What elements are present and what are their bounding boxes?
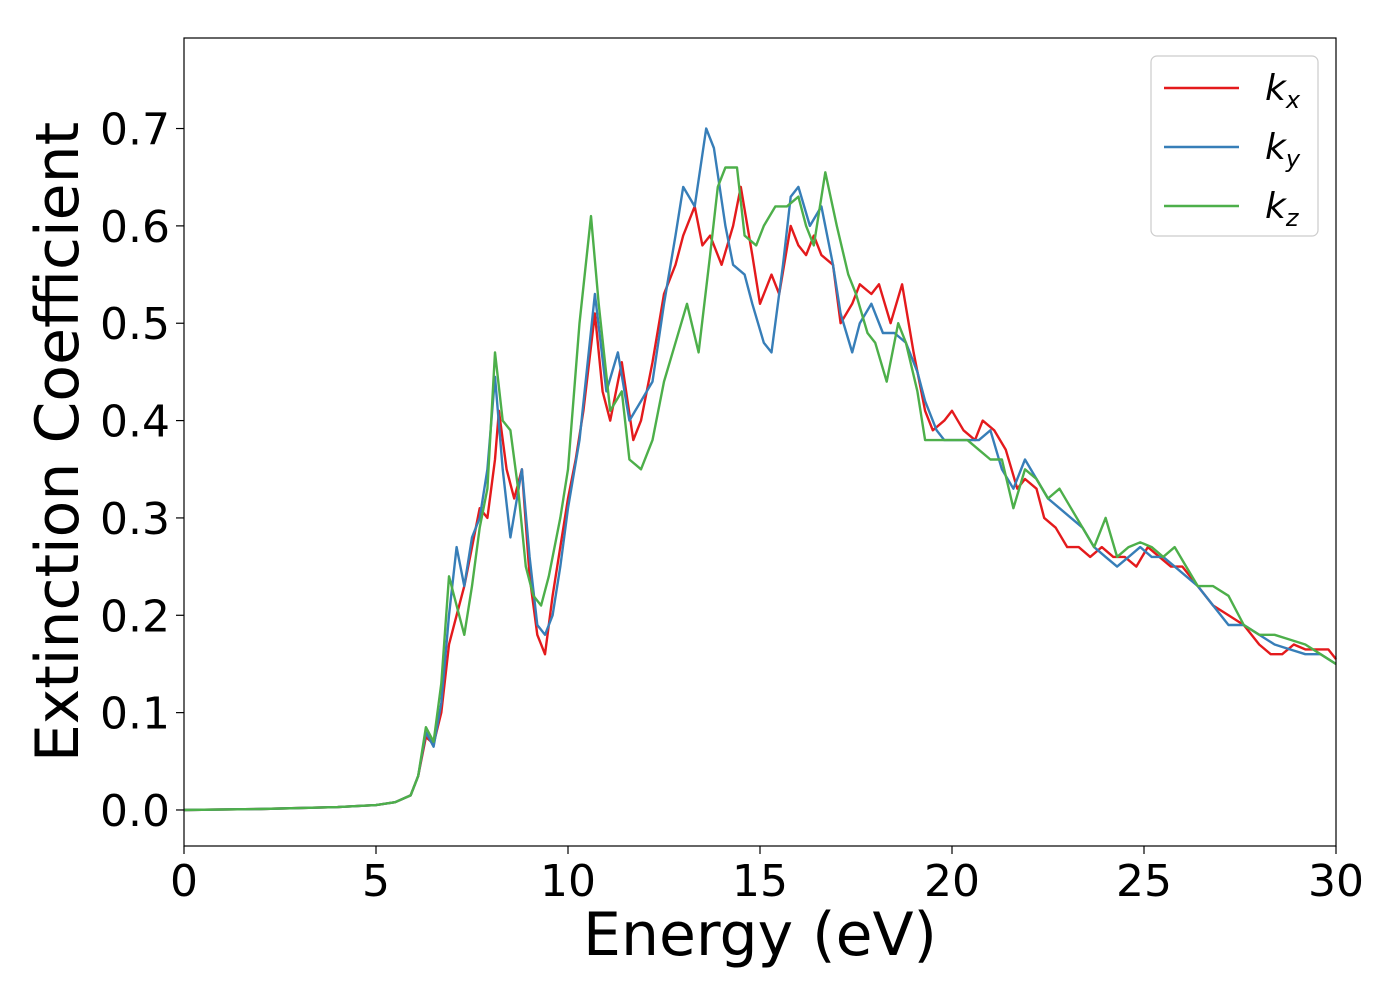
legend-label-subscript: y <box>1285 145 1301 173</box>
legend-label-base: k <box>1265 127 1288 168</box>
legend-label: ky <box>1265 127 1301 173</box>
y-tick-label: 0.5 <box>100 299 170 350</box>
legend-label: kx <box>1265 68 1301 114</box>
y-tick-label: 0.4 <box>100 397 170 448</box>
y-tick-label: 0.2 <box>100 591 170 642</box>
y-tick-label: 0.0 <box>100 786 170 837</box>
x-tick-label: 15 <box>732 856 788 907</box>
y-axis-label: Extinction Coefficient <box>23 122 93 762</box>
x-axis-label: Energy (eV) <box>583 900 937 970</box>
y-tick-label: 0.6 <box>100 202 170 253</box>
legend-label-base: k <box>1265 68 1288 109</box>
legend-label-base: k <box>1265 186 1288 227</box>
series-line-x <box>183 185 1337 812</box>
x-tick-label: 30 <box>1308 856 1364 907</box>
x-tick-label: 0 <box>170 856 198 907</box>
y-tick-label: 0.7 <box>100 105 170 156</box>
y-tick-label: 0.1 <box>100 689 170 740</box>
x-tick-label: 20 <box>924 856 980 907</box>
series-line-z <box>183 166 1337 812</box>
series-layer <box>183 127 1337 812</box>
x-axis-ticks: 0 5 10 15 20 25 30 <box>170 846 1364 907</box>
x-tick-label: 5 <box>362 856 390 907</box>
x-tick-label: 10 <box>540 856 596 907</box>
legend-label-subscript: z <box>1285 204 1300 232</box>
x-tick-label: 25 <box>1116 856 1172 907</box>
legend-label: kz <box>1265 186 1300 232</box>
legend-label-subscript: x <box>1285 86 1301 114</box>
y-tick-label: 0.3 <box>100 494 170 545</box>
y-axis-ticks: 0.0 0.1 0.2 0.3 0.4 0.5 0.6 0.7 <box>100 105 184 837</box>
